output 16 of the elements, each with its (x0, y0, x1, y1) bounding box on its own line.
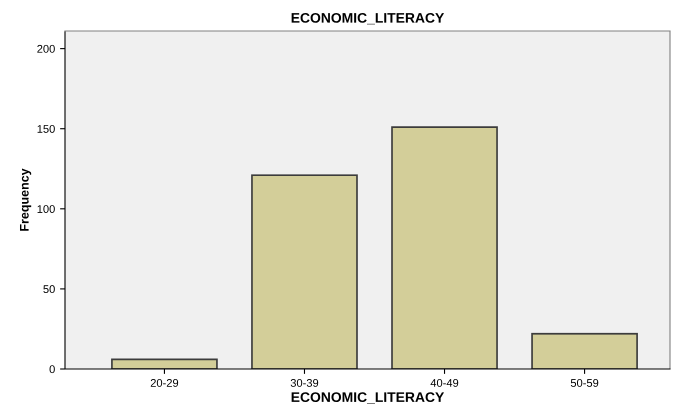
x-tick-label: 20-29 (150, 379, 178, 387)
bar (251, 174, 358, 369)
y-tick-label: 200 (37, 44, 55, 53)
x-tick-label: 30-39 (290, 379, 318, 387)
x-tick-label: 50-59 (570, 379, 598, 387)
bar (391, 126, 498, 369)
y-tick-label: 150 (38, 124, 55, 133)
y-tick-label: 50 (43, 285, 55, 294)
y-axis-title: Frequency (20, 168, 32, 231)
y-tick-label: 0 (50, 365, 55, 374)
bar (111, 358, 218, 369)
x-tick-label: 40-49 (430, 379, 458, 387)
x-axis-title: ECONOMIC_LITERACY (292, 392, 444, 404)
chart-title: ECONOMIC_LITERACY (292, 12, 444, 24)
bar (531, 332, 638, 369)
y-tick-label: 100 (38, 205, 55, 213)
